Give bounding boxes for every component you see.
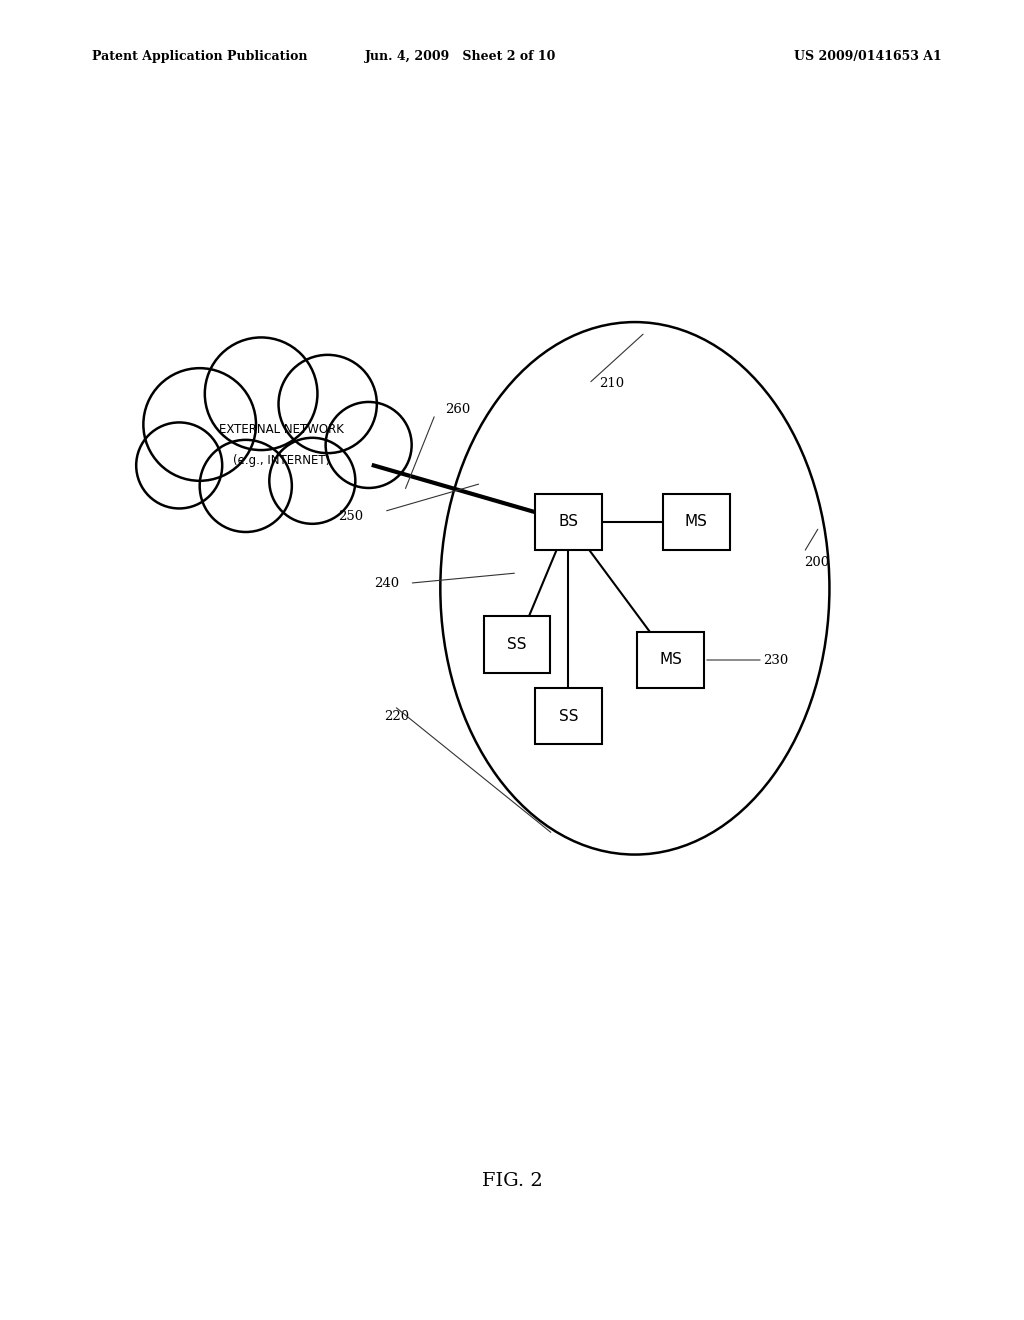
Text: 250: 250 <box>338 510 364 523</box>
FancyBboxPatch shape <box>536 494 602 550</box>
Text: 210: 210 <box>599 378 625 389</box>
FancyBboxPatch shape <box>637 632 705 688</box>
Circle shape <box>200 440 292 532</box>
Text: 260: 260 <box>445 403 471 416</box>
FancyBboxPatch shape <box>484 616 551 673</box>
Text: FIG. 2: FIG. 2 <box>481 1172 543 1191</box>
Circle shape <box>143 368 256 480</box>
Circle shape <box>136 422 222 508</box>
Text: 240: 240 <box>374 577 399 590</box>
Text: 200: 200 <box>804 556 829 569</box>
Text: SS: SS <box>558 709 579 723</box>
Circle shape <box>326 403 412 488</box>
Circle shape <box>279 355 377 453</box>
Text: 220: 220 <box>384 710 410 723</box>
Text: EXTERNAL NETWORK: EXTERNAL NETWORK <box>219 424 344 436</box>
Text: 230: 230 <box>763 653 788 667</box>
Text: MS: MS <box>659 652 682 668</box>
Text: US 2009/0141653 A1: US 2009/0141653 A1 <box>795 50 942 63</box>
Text: BS: BS <box>558 515 579 529</box>
Text: SS: SS <box>507 638 527 652</box>
FancyBboxPatch shape <box>536 688 602 744</box>
FancyBboxPatch shape <box>664 494 730 550</box>
Text: Patent Application Publication: Patent Application Publication <box>92 50 307 63</box>
Circle shape <box>205 338 317 450</box>
Circle shape <box>269 438 355 524</box>
Text: (e.g., INTERNET): (e.g., INTERNET) <box>233 454 330 467</box>
Text: Jun. 4, 2009   Sheet 2 of 10: Jun. 4, 2009 Sheet 2 of 10 <box>366 50 556 63</box>
Text: MS: MS <box>685 515 708 529</box>
